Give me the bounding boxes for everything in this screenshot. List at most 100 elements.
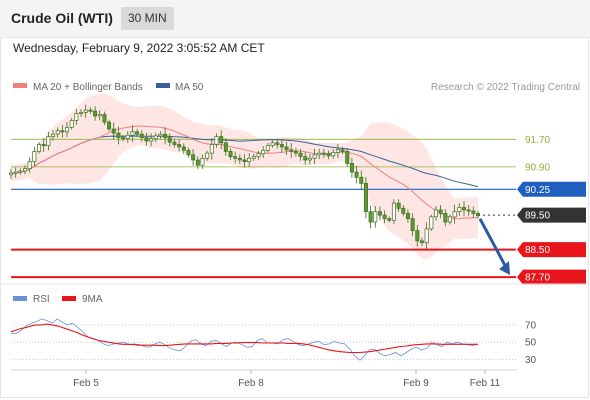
- candle-body: [125, 134, 130, 139]
- level-tag-5: [517, 269, 586, 285]
- credit-text: Research © 2022 Trading Central: [431, 82, 580, 93]
- candle-body: [265, 145, 270, 151]
- candle-body: [158, 133, 163, 137]
- candle-body: [200, 157, 205, 166]
- candle-body: [298, 152, 303, 157]
- candle-body: [391, 202, 396, 221]
- key-levels: [11, 138, 516, 279]
- candle-body: [476, 213, 481, 217]
- candle-body: [144, 137, 149, 142]
- candle-body: [163, 133, 168, 138]
- candle-body: [363, 183, 368, 212]
- candle-body: [261, 150, 266, 155]
- candle-body: [27, 161, 32, 169]
- candle-body: [135, 131, 140, 135]
- level-label-3: 89.50: [525, 211, 550, 222]
- candle-body: [23, 168, 28, 172]
- x-tick-label-0: Feb 5: [73, 378, 99, 389]
- candle-body: [9, 172, 14, 176]
- rsi-lines: [10, 318, 479, 361]
- candle-body: [317, 152, 322, 156]
- candle-body: [83, 109, 88, 113]
- rsi-tick-label-1: 50: [525, 338, 537, 349]
- candle-body: [457, 207, 462, 212]
- candle-body: [107, 121, 112, 130]
- candle-body: [424, 228, 429, 244]
- ma20-line: [10, 125, 479, 220]
- candle-body: [191, 154, 196, 161]
- candle-body: [46, 136, 51, 146]
- x-tick-label-1: Feb 8: [238, 378, 264, 389]
- level-label-2: 90.25: [525, 185, 550, 196]
- candle-body: [251, 156, 256, 159]
- candle-body: [65, 126, 70, 133]
- candle-body: [326, 153, 331, 157]
- x-axis-ticks: Feb 5 Feb 8 Feb 9 Feb 11: [73, 370, 501, 389]
- candle-body: [74, 113, 79, 121]
- candle-body: [466, 209, 471, 212]
- candle-body: [289, 149, 294, 152]
- rsi-tick-label-0: 70: [525, 320, 537, 331]
- candle-body: [275, 142, 280, 145]
- candle-body: [13, 171, 18, 174]
- rsi-ma-legend-label: 9MA: [82, 294, 103, 305]
- candles: [9, 104, 481, 250]
- candle-body: [177, 144, 182, 148]
- candle-body: [111, 128, 116, 134]
- candle-body: [401, 207, 406, 214]
- candle-body: [293, 151, 298, 154]
- candle-body: [130, 131, 135, 136]
- rsi-legend-swatch: [13, 296, 27, 301]
- candle-body: [153, 135, 158, 140]
- candle-body: [139, 133, 144, 138]
- interval-badge[interactable]: 30 MIN: [121, 7, 174, 30]
- level-tag-2: [517, 181, 586, 197]
- candle-body: [359, 176, 364, 184]
- candle-body: [223, 142, 228, 152]
- candle-body: [419, 240, 424, 243]
- candle-body: [452, 211, 457, 218]
- level-tag-4: [517, 242, 586, 258]
- bollinger-band-area: [11, 93, 478, 259]
- candle-body: [405, 213, 410, 219]
- bollinger-bands: [11, 93, 478, 259]
- candle-body: [433, 209, 438, 218]
- candle-body: [79, 112, 84, 115]
- candle-body: [279, 144, 284, 148]
- candle-body: [303, 156, 308, 161]
- candle-body: [186, 150, 191, 156]
- candle-body: [354, 171, 359, 178]
- forecast-arrow: [478, 218, 510, 276]
- candle-body: [368, 211, 373, 223]
- candle-body: [284, 146, 289, 151]
- candle-body: [181, 146, 186, 151]
- candle-body: [228, 151, 233, 157]
- candle-body: [382, 214, 387, 219]
- candle-body: [331, 152, 336, 157]
- candle-body: [377, 211, 382, 216]
- candle-body: [69, 120, 74, 128]
- candle-body: [471, 210, 476, 214]
- level-label-4: 88.50: [525, 245, 550, 256]
- candle-body: [97, 114, 102, 117]
- level-tag-3: [517, 207, 586, 223]
- candle-body: [345, 151, 350, 164]
- candle-body: [340, 149, 345, 152]
- candle-body: [37, 144, 42, 152]
- candle-body: [335, 149, 340, 153]
- rsi-tick-label-2: 30: [525, 355, 537, 366]
- ma20-legend-swatch: [13, 83, 27, 88]
- rsi-legend-label: RSI: [33, 294, 50, 305]
- level-label-1: 90.90: [525, 162, 550, 173]
- x-tick-label-2: Feb 9: [403, 378, 429, 389]
- level-label-5: 87.70: [525, 273, 550, 284]
- x-tick-label-3: Feb 11: [470, 378, 501, 389]
- candle-body: [88, 109, 93, 112]
- candle-body: [93, 110, 98, 117]
- ma50-legend-swatch: [156, 83, 170, 88]
- candle-body: [270, 142, 275, 146]
- level-labels: 91.70 90.90 90.25 89.50 88.50 87.70: [517, 135, 586, 285]
- candle-body: [247, 157, 252, 163]
- candle-body: [32, 151, 37, 163]
